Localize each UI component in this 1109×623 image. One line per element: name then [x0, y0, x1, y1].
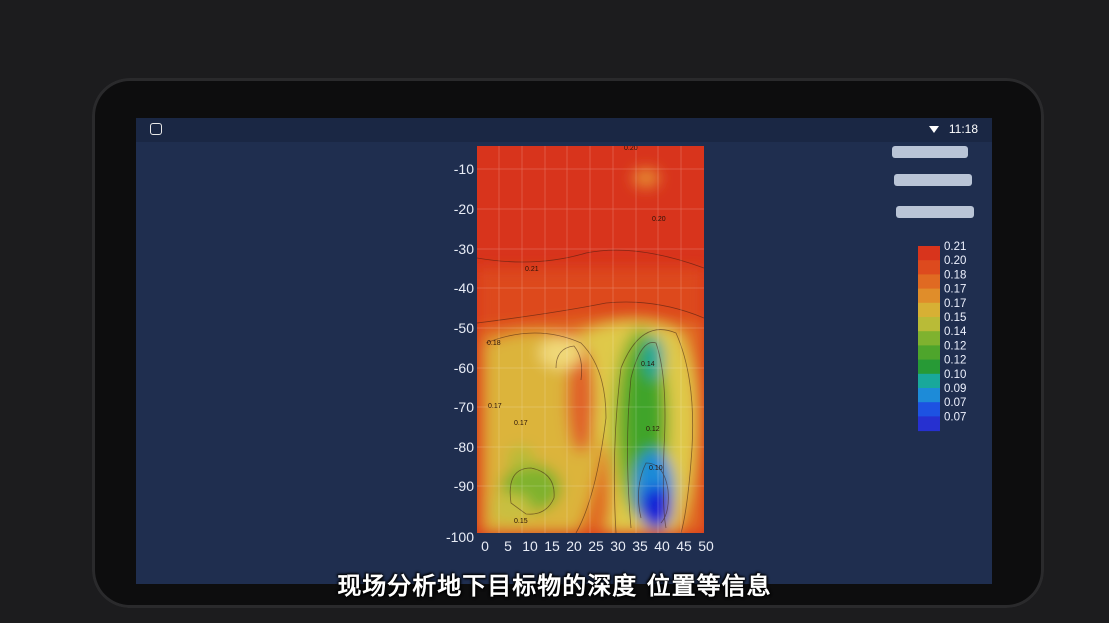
color-legend: 0.21 0.20 0.18 0.17 0.17 0.15 0.14 0.12 0.12 0.10… [918, 241, 967, 432]
y-tick: -30 [454, 241, 474, 257]
legend-swatch [918, 388, 940, 403]
x-tick: 30 [610, 538, 626, 554]
legend-swatch [918, 331, 940, 346]
heatmap-field: 0.20 0.20 0.21 0.18 0.17 0.17 0.15 0.14 … [477, 145, 704, 533]
x-tick: 5 [504, 538, 512, 554]
menu-button-3[interactable] [896, 206, 974, 218]
x-tick: 0 [481, 538, 489, 554]
y-tick: -20 [454, 201, 474, 217]
menu-button-1[interactable] [892, 146, 968, 158]
y-tick: -40 [454, 280, 474, 296]
legend-value: 0.09 [944, 383, 966, 395]
legend-swatch [918, 359, 940, 375]
x-tick: 50 [698, 538, 714, 554]
x-tick: 25 [588, 538, 604, 554]
contour-label: 0.20 [652, 216, 666, 223]
legend-value: 0.10 [944, 369, 966, 381]
legend-swatch [918, 345, 940, 361]
contour-label: 0.10 [649, 465, 663, 472]
wifi-icon [928, 125, 939, 133]
legend-swatch [918, 260, 940, 275]
contour-label: 0.17 [488, 403, 502, 410]
legend-value: 0.07 [944, 397, 966, 409]
status-time: 11:18 [948, 122, 978, 136]
legend-value: 0.15 [944, 312, 966, 324]
y-tick: -80 [454, 439, 474, 455]
x-tick: 20 [566, 538, 582, 554]
legend-value: 0.14 [944, 326, 967, 338]
x-axis: 0 5 10 15 20 25 30 35 40 45 50 [481, 538, 714, 554]
legend-swatch [918, 416, 940, 432]
legend-value: 0.20 [944, 255, 966, 267]
contour-label: 0.15 [514, 518, 528, 525]
heatmap-chart: 0.20 0.20 0.21 0.18 0.17 0.17 0.15 0.14 … [446, 145, 967, 554]
plot-grid [477, 146, 704, 533]
legend-swatch [918, 246, 940, 261]
device-screen: 11:18 [136, 118, 992, 584]
y-axis: -10 -20 -30 -40 -50 -60 -70 -80 -90 -100 [446, 161, 474, 545]
contour-label: 0.18 [487, 340, 501, 347]
legend-value: 0.12 [944, 340, 966, 352]
contour-label: 0.20 [624, 145, 638, 152]
legend-value: 0.12 [944, 355, 966, 367]
x-tick: 15 [544, 538, 560, 554]
x-tick: 35 [632, 538, 648, 554]
legend-value: 0.17 [944, 298, 966, 310]
status-bar: 11:18 [136, 118, 992, 142]
x-tick: 45 [676, 538, 692, 554]
y-tick: -90 [454, 478, 474, 494]
y-tick: -50 [454, 320, 474, 336]
legend-value: 0.21 [944, 241, 966, 253]
contour-label: 0.17 [514, 420, 528, 427]
x-tick: 10 [522, 538, 538, 554]
contour-label: 0.21 [525, 266, 539, 273]
contour-label: 0.14 [641, 361, 655, 368]
y-tick: -70 [454, 399, 474, 415]
video-subtitle: 现场分析地下目标物的深度 位置等信息 [337, 572, 772, 600]
app-notification-icon [150, 123, 162, 135]
legend-swatch [918, 302, 940, 318]
legend-value: 0.17 [944, 284, 966, 296]
legend-swatch [918, 402, 940, 417]
x-tick: 40 [654, 538, 670, 554]
y-tick: -60 [454, 360, 474, 376]
legend-swatch [918, 274, 940, 290]
legend-swatch [918, 373, 940, 389]
y-tick: -100 [446, 529, 474, 545]
y-tick: -10 [454, 161, 474, 177]
legend-swatch [918, 317, 940, 332]
legend-swatch [918, 288, 940, 304]
legend-value: 0.07 [944, 411, 966, 423]
menu-button-2[interactable] [894, 174, 972, 186]
contour-label: 0.12 [646, 426, 660, 433]
legend-value: 0.18 [944, 269, 966, 281]
